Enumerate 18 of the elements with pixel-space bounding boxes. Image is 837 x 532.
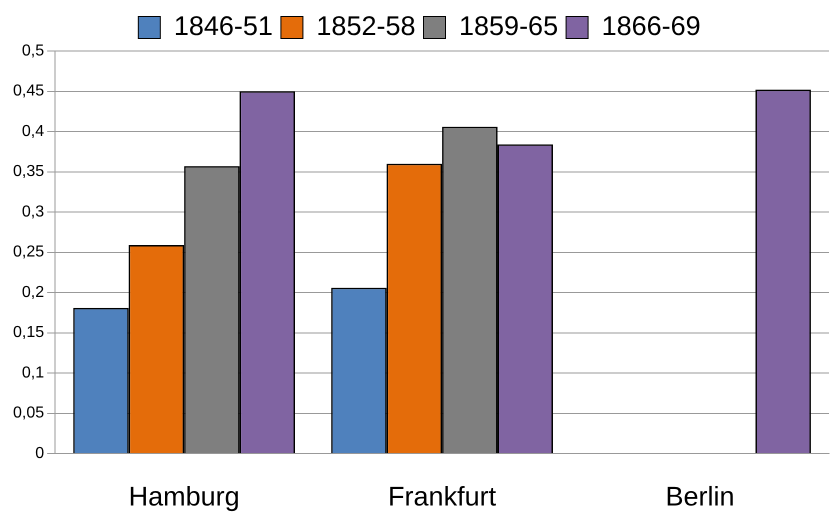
y-tick-label: 0,1 [22, 364, 44, 382]
legend-label: 1846-51 [174, 10, 273, 41]
y-tick-label: 0,2 [22, 284, 44, 301]
legend-label: 1866-69 [602, 10, 701, 41]
legend-label: 1859-65 [459, 10, 558, 41]
x-tick-label: Berlin [666, 481, 735, 512]
y-tick-label: 0,15 [13, 324, 44, 342]
y-tick-label: 0,35 [13, 163, 44, 180]
x-tick-label: Hamburg [128, 481, 240, 512]
y-tick-label: 0,45 [13, 82, 44, 100]
y-tick-label: 0,4 [22, 122, 44, 140]
y-tick-label: 0 [35, 445, 44, 462]
y-tick-label: 0,3 [22, 203, 44, 220]
y-tick-label: 0,25 [13, 244, 44, 261]
y-tick-label: 0,05 [13, 404, 44, 422]
legend-label: 1852-58 [316, 10, 416, 41]
x-tick-label: Frankfurt [388, 481, 497, 512]
y-tick-label: 0,5 [22, 42, 44, 60]
